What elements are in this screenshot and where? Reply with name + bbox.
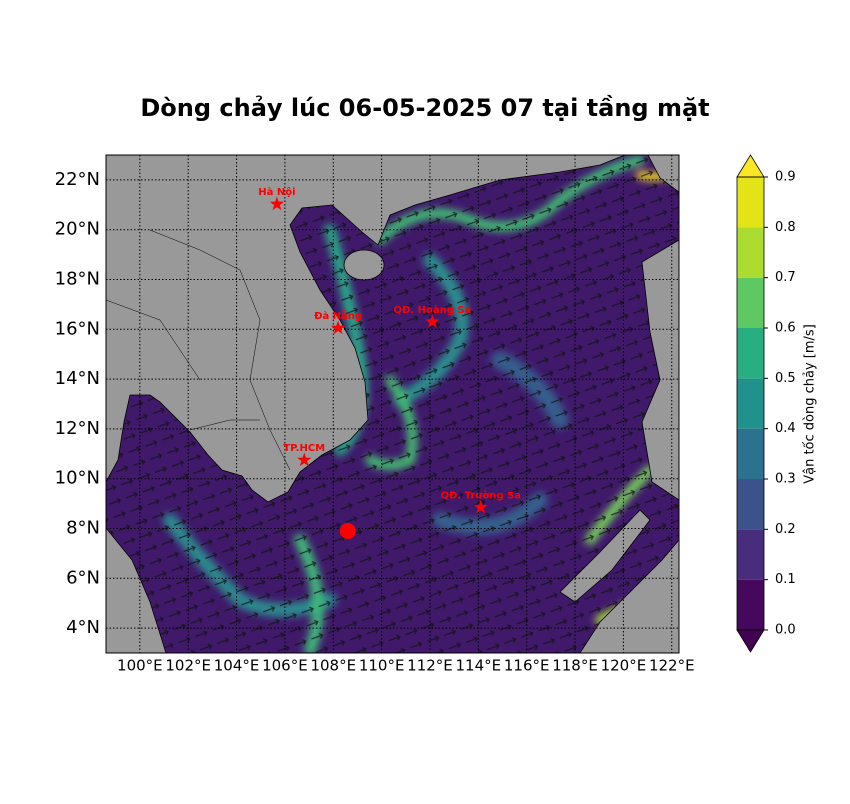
colorbar-label: Vận tốc dòng chảy [m/s] [803, 324, 818, 484]
x-tick-label: 120°E [601, 657, 647, 675]
place-label: Hà Nội [258, 186, 295, 198]
colorbar-tick-label: 0.3 [775, 472, 796, 487]
y-tick-label: 14°N [55, 368, 100, 389]
colorbar-extend-over [736, 154, 765, 178]
y-tick-label: 8°N [66, 518, 100, 539]
place-star [269, 196, 285, 211]
place-star [473, 499, 488, 514]
x-tick-label: 106°E [262, 657, 308, 675]
chart-title: Dòng chảy lúc 06-05-2025 07 tại tầng mặt [140, 94, 709, 122]
colorbar-band [737, 479, 764, 530]
colorbar-band [737, 177, 764, 228]
grid [106, 155, 679, 653]
x-tick-label: 118°E [552, 657, 598, 675]
marker [339, 522, 356, 539]
map-body [106, 155, 679, 653]
colorbar-band [737, 428, 764, 479]
place-label: Đà Nẵng [314, 309, 362, 322]
place-label: QĐ. Trường Sa [440, 489, 521, 501]
colorbar-tick-label: 0.5 [775, 371, 796, 386]
overlay: 100°E 102°E 104°E 106°E 108°E 110°E 112°E 114°E… [55, 154, 796, 675]
x-tick-label: 104°E [214, 657, 260, 675]
colorbar-extend-under [736, 629, 765, 653]
y-tick-label: 22°N [55, 169, 100, 190]
x-tick-label: 112°E [407, 657, 453, 675]
place-star [425, 314, 440, 328]
colorbar-band [737, 277, 764, 328]
colorbar-band [737, 579, 764, 630]
borders [106, 229, 291, 471]
y-tick-label: 20°N [55, 219, 100, 240]
colorbar-band [737, 378, 764, 429]
y-tick-label: 16°N [55, 318, 100, 339]
colorbar-tick-label: 0.2 [775, 522, 796, 537]
y-tick-label: 18°N [55, 269, 100, 290]
place-label: TP.HCM [283, 443, 325, 454]
y-tick-label: 6°N [66, 567, 100, 588]
y-tick-label: 10°N [55, 468, 100, 489]
x-tick-label: 102°E [165, 657, 211, 675]
colorbar-frame [736, 176, 765, 631]
colorbar-tick-label: 0.0 [775, 623, 796, 638]
colorbar-tick-label: 0.7 [775, 270, 796, 285]
x-tick-label: 116°E [504, 657, 550, 675]
colorbar-tick-label: 0.8 [775, 220, 796, 235]
colorbar-band [737, 328, 764, 379]
colorbar-band [737, 529, 764, 580]
land [106, 155, 679, 653]
place-star [331, 320, 346, 335]
x-tick-label: 108°E [310, 657, 356, 675]
place-label: QĐ. Hoàng Sa [393, 304, 471, 316]
colorbar-tick-label: 0.1 [775, 572, 796, 587]
x-tick-label: 122°E [649, 657, 695, 675]
x-tick-label: 114°E [456, 657, 502, 675]
place-star [297, 452, 312, 467]
x-tick-label: 110°E [359, 657, 405, 675]
map-frame [105, 154, 680, 654]
colorbar-tick-label: 0.9 [775, 170, 796, 185]
colorbar-band [737, 227, 764, 278]
colorbar-tick-label: 0.6 [775, 321, 796, 336]
y-tick-label: 4°N [66, 617, 100, 638]
x-tick-label: 100°E [117, 657, 163, 675]
y-tick-label: 12°N [55, 418, 100, 439]
colorbar-tick-label: 0.4 [775, 421, 796, 436]
